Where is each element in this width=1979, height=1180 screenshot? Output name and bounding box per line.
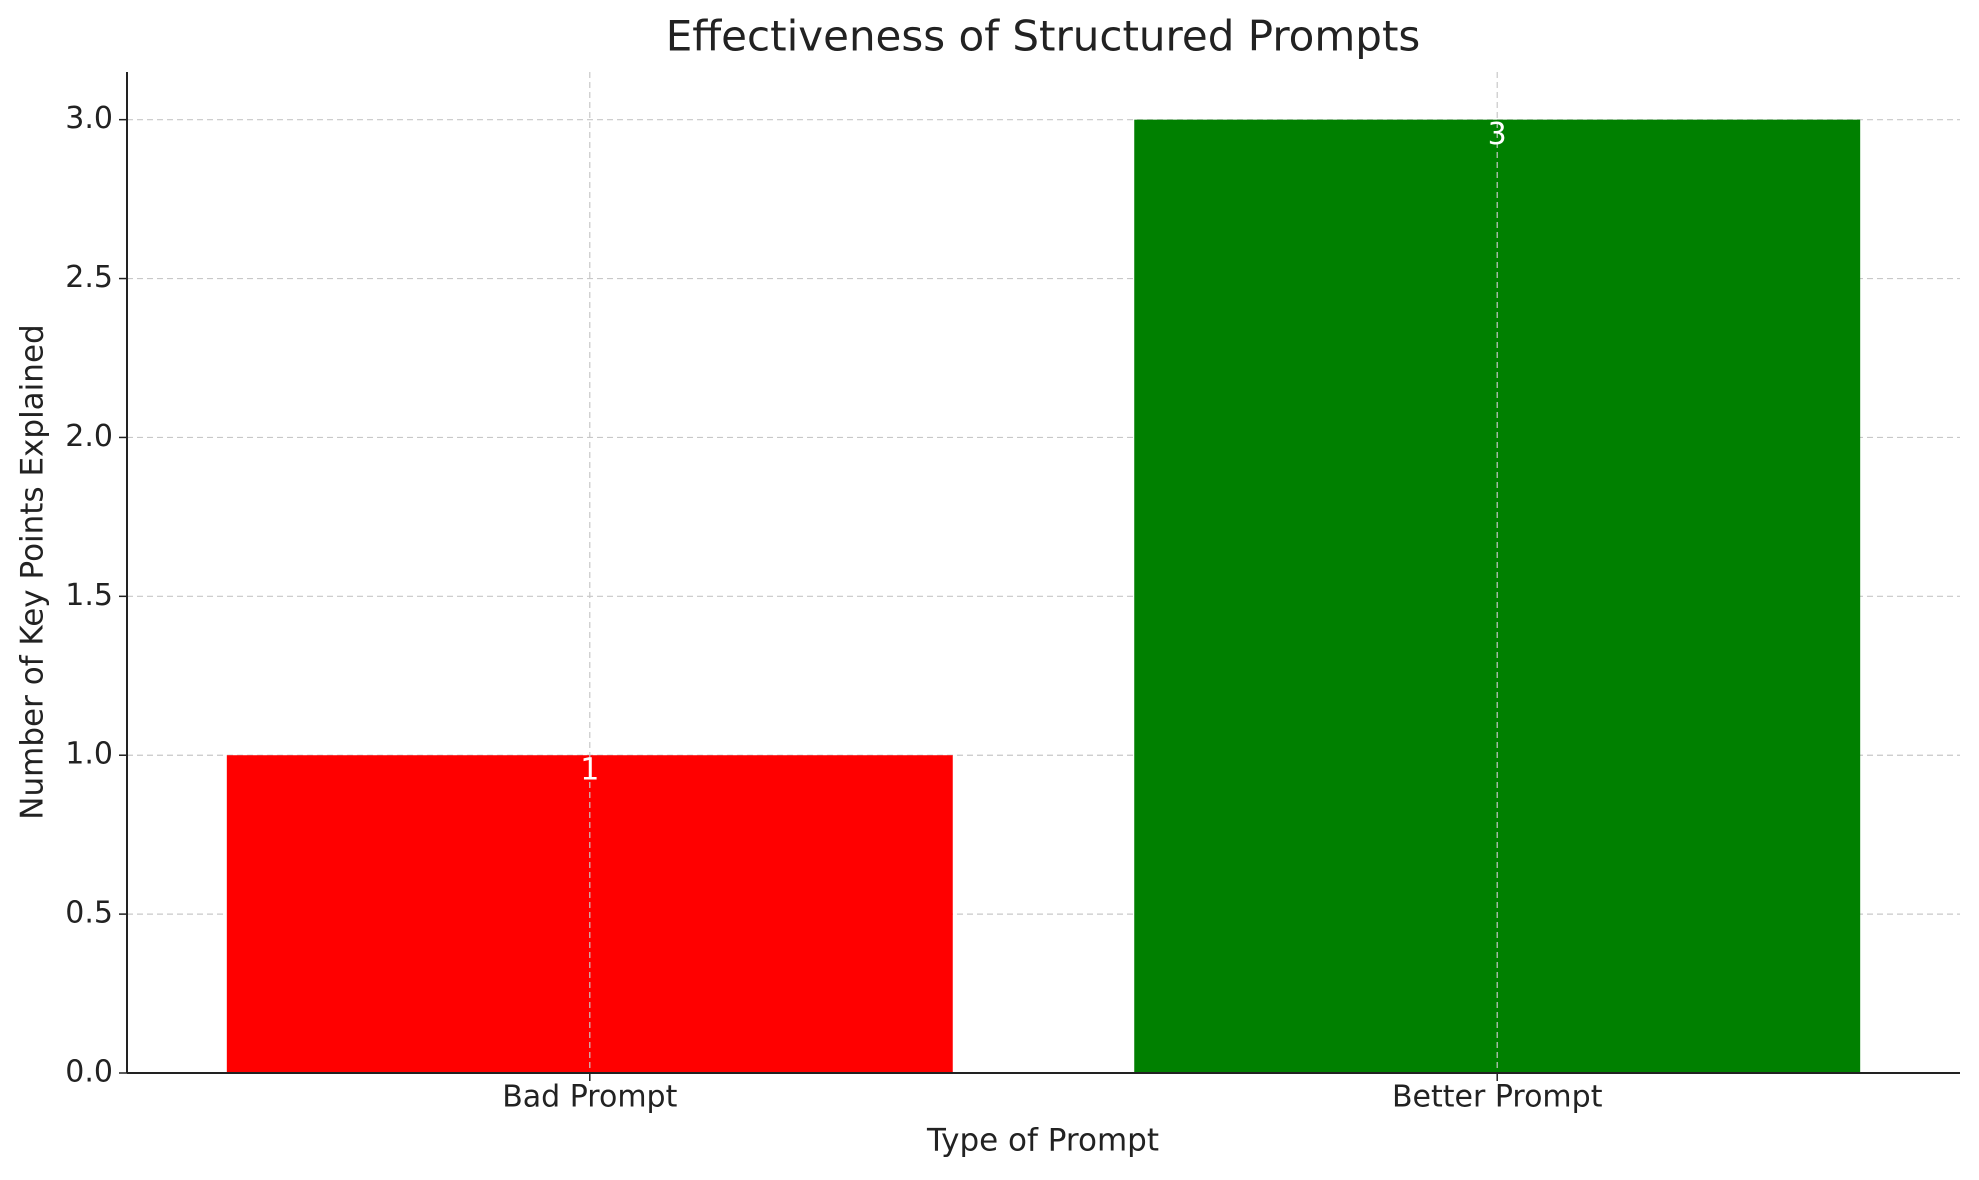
- y-axis-label: Number of Key Points Explained: [15, 324, 51, 819]
- y-tick-label: 2.5: [65, 260, 113, 295]
- chart-title: Effectiveness of Structured Prompts: [666, 12, 1421, 61]
- y-tick-label: 3.0: [65, 101, 113, 136]
- y-tick-label: 2.0: [65, 419, 113, 454]
- x-axis-label: Type of Prompt: [926, 1123, 1159, 1159]
- value-label: 3: [1488, 117, 1507, 152]
- y-tick-label: 0.5: [65, 896, 113, 931]
- value-label: 1: [580, 753, 599, 788]
- y-tick-label: 1.5: [65, 578, 113, 613]
- x-tick-label: Bad Prompt: [502, 1080, 677, 1115]
- y-tick-label: 0.0: [65, 1055, 113, 1090]
- x-tick-label: Better Prompt: [1392, 1080, 1603, 1115]
- y-tick-label: 1.0: [65, 737, 113, 772]
